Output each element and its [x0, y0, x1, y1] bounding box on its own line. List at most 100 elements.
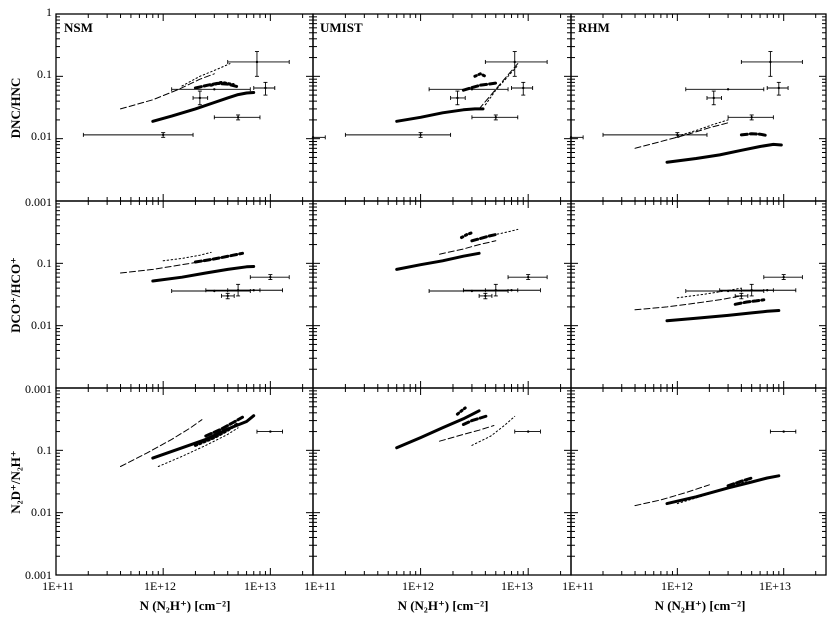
col-title-umist: UMIST: [320, 20, 363, 35]
col-title-rhm: RHM: [578, 20, 610, 35]
obs-point: [419, 133, 422, 137]
ytick-r0-0.01: 0.01: [31, 129, 52, 143]
obs-point: [782, 275, 785, 279]
obs-point: [712, 96, 715, 100]
series-line-thin-dotted: [471, 415, 516, 446]
panel-r1-c2: [570, 200, 827, 389]
series-line-thick-dashed: [726, 476, 754, 488]
ylabel-dco-hco: DCO⁺/HCO⁺: [8, 257, 23, 333]
obs-point: [769, 60, 772, 64]
series-line-thin-dashed: [439, 425, 495, 442]
panel-r0-c0: [55, 13, 314, 202]
ytick-r1-0.01: 0.01: [31, 318, 52, 332]
xtick-c2-1e12: 1E+12: [661, 579, 693, 593]
obs-point: [456, 96, 459, 100]
col-title-nsm: NSM: [64, 20, 93, 35]
xlabel-col-0: N (N₂H⁺) [cm⁻²]: [140, 598, 231, 613]
series-line-thick-solid: [395, 409, 481, 450]
obs-point: [264, 86, 267, 90]
series-line-thin-dotted: [181, 63, 231, 87]
series-line-thick-dashed: [733, 298, 766, 306]
panel-frame: [312, 387, 572, 576]
xtick-c2-1e13: 1E+13: [759, 579, 791, 593]
xtick-c2-1e11: 1E+11: [562, 579, 594, 593]
obs-point: [494, 116, 497, 119]
obs-point: [161, 133, 165, 137]
ytick-r0-1: 1: [46, 5, 52, 19]
xlabel-col-2: N (N₂H⁺) [cm⁻²]: [655, 598, 746, 613]
series-line-thin-dotted: [676, 478, 753, 505]
series-line-thick-solid: [151, 414, 256, 460]
series-line-thick-solid: [665, 142, 783, 164]
series-line-thin-dashed: [120, 256, 222, 274]
panel-frame: [312, 13, 572, 202]
series-line-thick-dashed: [470, 233, 498, 243]
obs-point: [526, 275, 530, 279]
series-line-thick-dotted: [455, 406, 467, 416]
obs-point: [252, 289, 255, 292]
obs-point: [236, 116, 240, 119]
panel-frame: [312, 200, 572, 389]
panel-frame: [55, 13, 314, 202]
series-line-thin-dashed: [634, 122, 729, 149]
series-line-thick-dotted: [460, 231, 474, 239]
series-line-thin-dashed: [478, 63, 519, 110]
series-line-thick-dashed: [461, 81, 498, 92]
obs-point: [470, 88, 474, 91]
series-line-thin-dotted: [484, 228, 519, 237]
series-line-thin-dashed: [120, 419, 203, 467]
obs-point: [255, 60, 259, 64]
obs-point: [777, 86, 781, 90]
obs-point: [726, 88, 730, 91]
obs-point: [782, 430, 785, 433]
xlabel-col-1: N (N₂H⁺) [cm⁻²]: [398, 598, 489, 613]
panel-frame: [55, 200, 314, 389]
ytick-r2-0.1: 0.1: [37, 443, 52, 457]
series-line-thick-solid: [151, 91, 256, 123]
panel-r2-c1: [312, 387, 572, 576]
panel-r1-c1: [312, 200, 572, 389]
series-line-thick-dashed: [461, 414, 490, 426]
series-line-thin-dotted: [162, 251, 212, 262]
obs-point: [311, 136, 315, 139]
series-line-thick-solid: [665, 474, 781, 506]
series-line-thin-dotted: [676, 119, 729, 137]
xtick-c1-1e12: 1E+12: [402, 579, 434, 593]
panel-frame: [55, 387, 314, 576]
obs-point: [526, 430, 530, 433]
series-line-thin-dashed: [439, 240, 497, 255]
obs-point: [198, 96, 202, 100]
xtick-c1-1e11: 1E+11: [304, 579, 336, 593]
ytick-r2-0.01: 0.01: [31, 505, 52, 519]
ytick-r0-0.001: 0.001: [25, 195, 52, 209]
series-line-thin-dotted: [157, 427, 239, 467]
obs-point: [226, 294, 229, 298]
xtick-c0-1e12: 1E+12: [144, 579, 176, 593]
panels-layer: [55, 13, 827, 576]
series-line-thick-dotted: [209, 80, 235, 87]
series-line-thin-dotted: [676, 287, 742, 299]
series-line-thin-dashed: [634, 484, 710, 507]
xtick-c1-1e13: 1E+13: [501, 579, 533, 593]
ytick-r1-0.001: 0.001: [25, 382, 52, 396]
series-line-thin-dashed: [634, 295, 742, 311]
obs-point: [766, 289, 769, 292]
obs-point: [676, 133, 679, 137]
obs-point: [750, 116, 753, 119]
obs-point: [569, 136, 573, 139]
obs-point: [510, 289, 513, 292]
obs-point: [484, 294, 487, 298]
ylabel-dnc-hnc: DNC/HNC: [8, 78, 23, 139]
ylabel-n2d-n2h: N₂D⁺/N₂H⁺: [8, 450, 23, 513]
series-line-thick-solid: [395, 107, 485, 123]
panel-frame: [570, 13, 827, 202]
obs-point: [513, 60, 516, 64]
obs-point: [269, 430, 272, 433]
panel-r1-c0: [55, 200, 314, 389]
panel-r0-c2: [569, 13, 827, 202]
obs-point: [269, 275, 272, 279]
xtick-c0-1e11: 1E+11: [42, 579, 74, 593]
series-line-thick-dotted: [473, 72, 487, 78]
series-line-thin-dotted: [484, 64, 519, 106]
